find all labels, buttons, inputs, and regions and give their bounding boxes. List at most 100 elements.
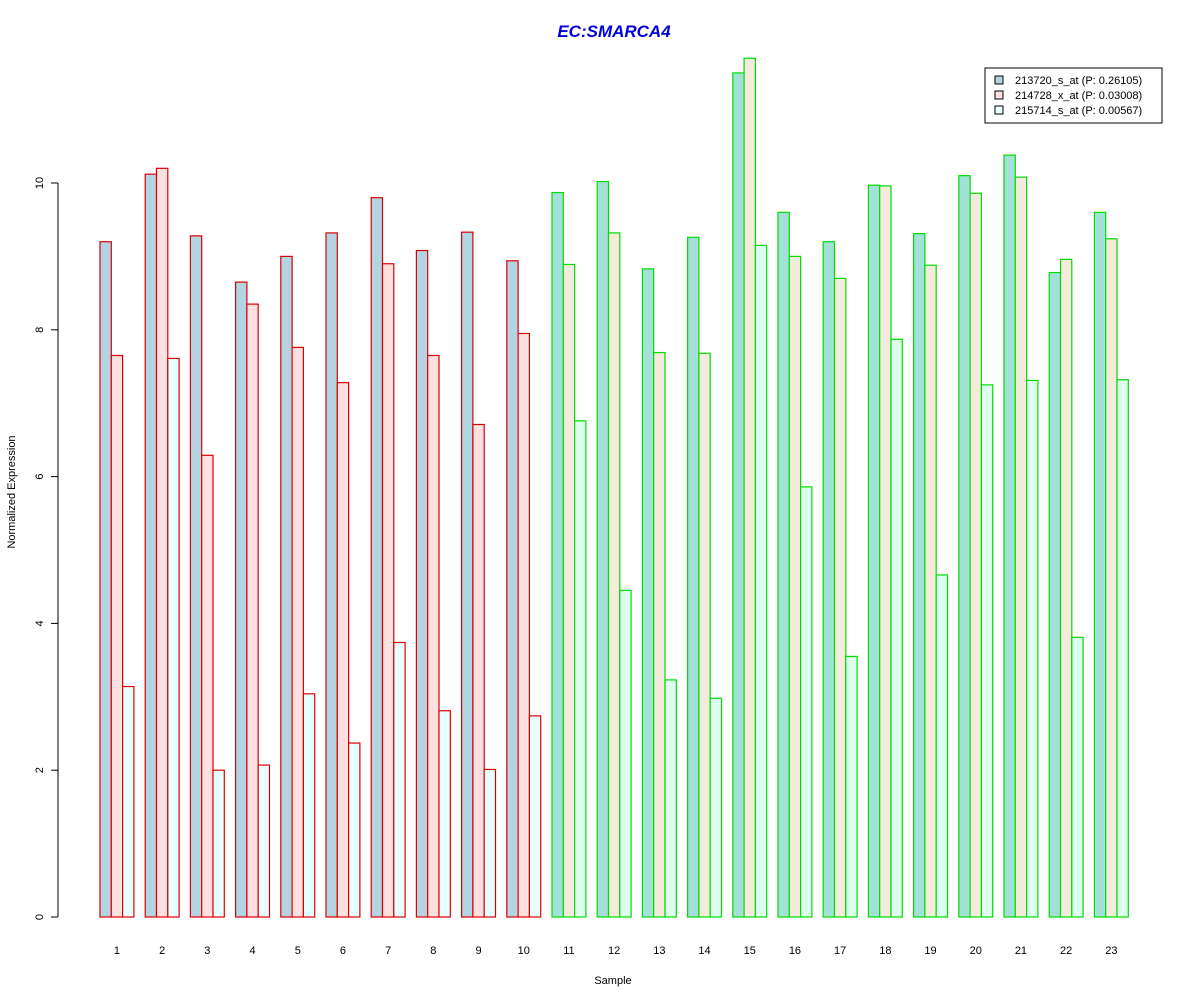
bar-sample-10-series-2	[517, 332, 530, 918]
y-tick-label: 4	[34, 620, 46, 626]
y-tick-label: 6	[34, 474, 46, 480]
bar-sample-8-series-3	[438, 710, 451, 918]
y-axis: 0 2 4 6 8 10	[34, 177, 59, 920]
x-tick-label: 9	[475, 945, 481, 957]
bar-sample-4-series-1	[235, 281, 248, 918]
bar-sample-5-series-1	[280, 255, 293, 918]
legend-swatch-3	[994, 105, 1004, 115]
bar-sample-19-series-3	[935, 574, 949, 918]
bar-group-6	[325, 232, 361, 918]
bar-sample-13-series-3	[664, 679, 677, 918]
bar-sample-17-series-3	[845, 655, 858, 918]
x-tick-label: 1	[114, 945, 120, 957]
bar-sample-22-series-3	[1071, 636, 1084, 918]
x-tick-label: 19	[924, 945, 936, 957]
bar-sample-8-series-2	[427, 354, 440, 918]
legend-swatch-2	[994, 90, 1004, 100]
x-tick-label: 7	[385, 945, 391, 957]
bar-sample-1-series-2	[110, 354, 124, 918]
x-tick-label: 3	[204, 945, 210, 957]
bar-sample-17-series-1	[822, 241, 836, 918]
bar-group-20	[958, 175, 994, 918]
y-tick-label: 10	[34, 177, 46, 189]
bar-group-10	[506, 260, 542, 918]
bar-sample-9-series-1	[461, 231, 474, 918]
bar-sample-2-series-3	[167, 357, 180, 918]
bar-sample-4-series-2	[246, 303, 259, 918]
bar-group-8	[415, 249, 451, 918]
x-tick-label: 6	[340, 945, 346, 957]
x-tick-label: 16	[789, 945, 801, 957]
bar-sample-8-series-1	[415, 249, 429, 918]
bar-sample-15-series-1	[732, 72, 745, 918]
legend: 213720_s_at (P: 0.26105) 214728_x_at (P:…	[984, 67, 1163, 124]
bar-sample-19-series-1	[912, 233, 926, 918]
bar-sample-13-series-2	[653, 351, 666, 918]
bar-sample-11-series-1	[551, 191, 564, 918]
bar-sample-23-series-3	[1116, 379, 1129, 918]
chart-title: EC:SMARCA4	[557, 22, 671, 41]
bar-sample-18-series-1	[867, 184, 881, 918]
bar-sample-23-series-1	[1093, 211, 1107, 918]
bar-sample-14-series-1	[686, 236, 700, 918]
bar-group-1	[99, 241, 135, 918]
bar-sample-19-series-2	[924, 264, 937, 918]
x-tick-label: 14	[698, 945, 710, 957]
bar-sample-12-series-1	[596, 180, 610, 918]
bar-sample-14-series-2	[698, 352, 711, 918]
x-tick-label: 8	[430, 945, 436, 957]
bar-sample-18-series-3	[890, 338, 903, 918]
x-tick-label: 13	[653, 945, 665, 957]
bar-group-3	[189, 235, 225, 918]
bar-sample-10-series-3	[528, 715, 542, 918]
bar-sample-22-series-2	[1059, 258, 1073, 918]
y-tick-label: 2	[34, 767, 46, 773]
bar-sample-21-series-1	[1003, 154, 1016, 918]
bar-sample-2-series-2	[155, 167, 169, 918]
bar-sample-16-series-1	[777, 211, 790, 918]
bar-sample-7-series-2	[381, 263, 395, 918]
x-tick-label: 23	[1105, 945, 1117, 957]
bar-group-22	[1048, 258, 1084, 918]
legend-entry-2: 214728_x_at (P: 0.03008)	[1015, 90, 1142, 102]
legend-entry-3: 215714_s_at (P: 0.00567)	[1015, 105, 1142, 117]
bar-sample-11-series-3	[573, 420, 587, 918]
bar-sample-23-series-2	[1105, 238, 1118, 918]
bar-sample-16-series-2	[788, 255, 802, 918]
bar-group-5	[280, 255, 316, 918]
bar-sample-22-series-1	[1048, 271, 1062, 918]
y-tick-label: 0	[34, 914, 46, 920]
x-tick-label: 4	[249, 945, 255, 957]
x-tick-label: 21	[1015, 945, 1027, 957]
bar-sample-20-series-3	[980, 384, 994, 918]
x-tick-label: 5	[295, 945, 301, 957]
x-tick-label: 12	[608, 945, 620, 957]
bar-sample-9-series-3	[483, 768, 497, 918]
bar-sample-7-series-1	[370, 197, 384, 918]
x-tick-label: 18	[879, 945, 891, 957]
bar-group-21	[1003, 154, 1039, 918]
bar-sample-3-series-2	[201, 454, 214, 918]
bar-group-2	[144, 167, 180, 918]
bar-group-4	[235, 281, 271, 918]
bar-group-23	[1093, 211, 1129, 918]
bar-group-14	[686, 236, 723, 918]
legend-entry-1: 213720_s_at (P: 0.26105)	[1015, 75, 1142, 87]
x-tick-labels: 1 2 3 4 5 6 7 8 9 10 11 12 13 14 15 16 17 18 19 20 21 22 23	[114, 945, 1118, 957]
bar-sample-20-series-2	[969, 192, 982, 918]
x-tick-label: 2	[159, 945, 165, 957]
bar-group-15	[732, 57, 768, 918]
y-axis-label: Normalized Expression	[6, 435, 18, 548]
bar-sample-1-series-1	[99, 241, 112, 918]
y-tick-label: 8	[34, 327, 46, 333]
bar-sample-3-series-1	[189, 235, 203, 918]
x-tick-label: 15	[744, 945, 756, 957]
x-tick-label: 17	[834, 945, 846, 957]
bar-sample-3-series-3	[212, 769, 225, 918]
legend-box	[984, 67, 1163, 124]
bar-sample-15-series-3	[754, 244, 768, 918]
bar-sample-5-series-2	[291, 346, 305, 918]
bar-sample-6-series-1	[325, 232, 338, 918]
bar-sample-21-series-3	[1025, 379, 1039, 918]
